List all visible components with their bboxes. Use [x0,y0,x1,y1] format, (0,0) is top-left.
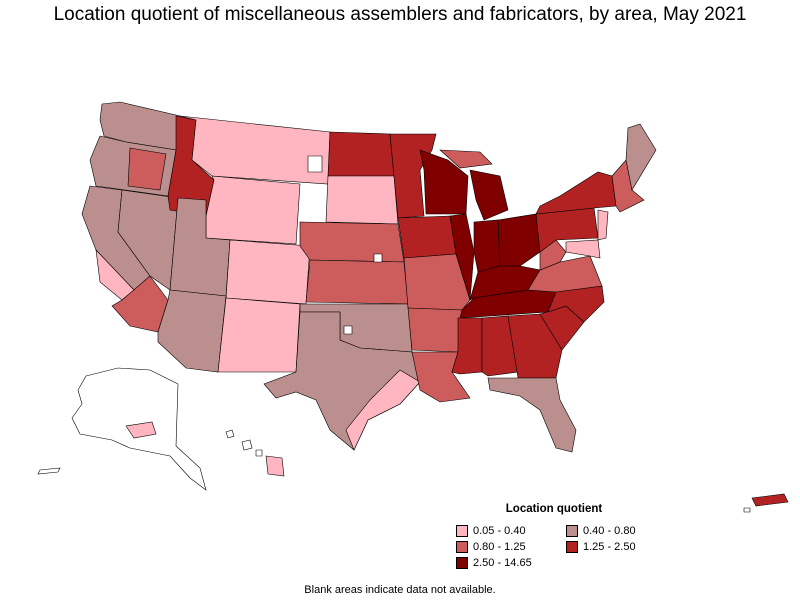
legend-item-3: 1.25 - 2.50 [566,540,676,554]
region-north-dakota[interactable] [327,131,395,177]
region-no-data-1[interactable] [307,155,323,173]
alaska [37,367,207,491]
region-new-york[interactable] [535,171,617,215]
region-illinois[interactable] [449,213,475,301]
region-hawaii-1[interactable] [225,429,235,439]
region-kansas[interactable] [305,259,409,305]
legend-grid: 0.05 - 0.40 0.40 - 0.80 0.80 - 1.25 1.25… [440,524,660,570]
region-arizona[interactable] [157,289,227,373]
region-texas-gulf[interactable] [345,369,421,451]
region-south-dakota[interactable] [325,175,399,225]
region-alaska-islands [37,467,61,475]
puerto-rico [743,493,789,513]
region-puerto-rico[interactable] [751,493,789,507]
region-iowa[interactable] [397,215,457,259]
region-maine[interactable] [625,123,657,191]
region-no-data-2[interactable] [373,253,383,263]
region-alaska-south[interactable] [125,421,157,439]
region-puerto-rico-islet [743,507,751,513]
hawaii [225,429,285,477]
region-ohio[interactable] [497,213,541,267]
region-new-mexico[interactable] [217,297,301,373]
region-new-jersey[interactable] [597,209,609,241]
region-hawaii-3[interactable] [255,449,263,457]
region-hawaii-2[interactable] [241,439,253,451]
region-missouri[interactable] [403,253,471,311]
map-title: Location quotient of miscellaneous assem… [53,4,747,25]
legend-label-4: 2.50 - 14.65 [473,557,532,569]
region-oregon-east[interactable] [127,147,167,191]
region-michigan[interactable] [469,169,509,221]
legend-label-2: 0.80 - 1.25 [473,541,526,553]
legend-label-0: 0.05 - 0.40 [473,525,526,537]
choropleth-map [0,60,800,520]
legend-swatch-0 [456,525,468,537]
legend-label-1: 0.40 - 0.80 [583,525,636,537]
region-florida[interactable] [487,377,577,453]
contiguous-us [81,101,657,453]
legend-swatch-1 [566,525,578,537]
region-michigan-upper[interactable] [439,149,493,169]
footnote: Blank areas indicate data not available. [304,584,496,596]
region-hawaii-4[interactable] [265,455,285,477]
legend-title: Location quotient [505,503,603,515]
region-maryland-delaware[interactable] [565,239,601,259]
region-arkansas[interactable] [407,307,463,353]
region-no-data-3[interactable] [343,325,353,335]
legend-item-1: 0.40 - 0.80 [566,524,676,538]
map-canvas [37,101,789,513]
legend: Location quotient 0.05 - 0.40 0.40 - 0.8… [440,503,660,570]
legend-swatch-3 [566,541,578,553]
legend-swatch-4 [456,557,468,569]
legend-item-4: 2.50 - 14.65 [456,556,566,570]
legend-swatch-2 [456,541,468,553]
legend-item-2: 0.80 - 1.25 [456,540,566,554]
region-georgia[interactable] [507,313,563,379]
legend-label-3: 1.25 - 2.50 [583,541,636,553]
region-colorado[interactable] [225,239,311,305]
legend-item-0: 0.05 - 0.40 [456,524,566,538]
region-nebraska[interactable] [299,221,405,263]
region-indiana[interactable] [473,219,501,273]
region-virginia[interactable] [527,255,603,293]
region-wyoming[interactable] [205,175,301,245]
region-alabama[interactable] [481,315,519,377]
